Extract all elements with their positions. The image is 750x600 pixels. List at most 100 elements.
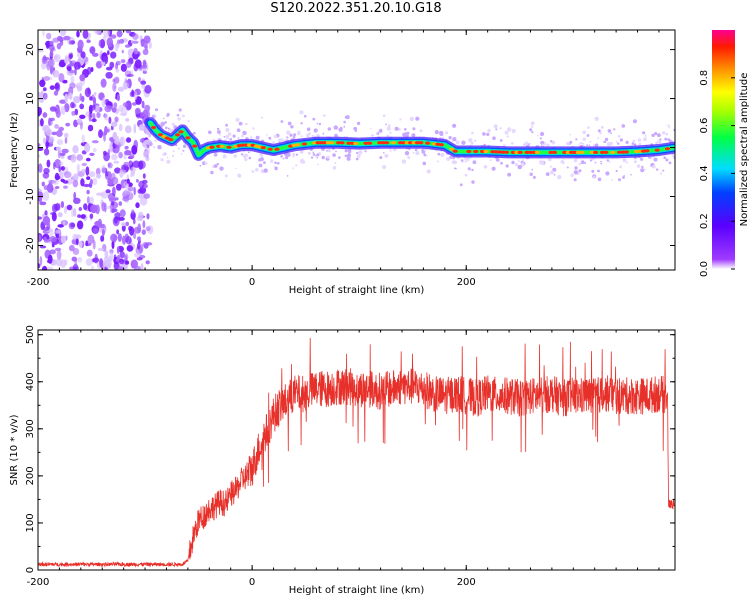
ridge-halo <box>633 143 637 146</box>
ridge-halo <box>606 142 611 147</box>
ridge-halo <box>232 134 236 138</box>
noise-speckle <box>72 145 79 154</box>
ridge-halo <box>528 143 531 145</box>
ridge-halo <box>539 137 542 140</box>
noise-speckle <box>59 99 67 104</box>
ridge-halo <box>665 158 669 162</box>
ridge-peak <box>623 150 630 154</box>
ridge-halo <box>582 130 586 135</box>
noise-speckle <box>105 189 111 194</box>
ridge-halo <box>553 173 556 176</box>
noise-speckle <box>100 235 105 242</box>
ridge-halo <box>404 128 407 131</box>
noise-speckle <box>57 224 64 228</box>
ridge-halo <box>316 153 320 157</box>
noise-speckle <box>69 62 74 67</box>
ridge-halo <box>181 114 185 118</box>
noise-speckle <box>96 192 104 196</box>
noise-speckle <box>63 185 68 189</box>
noise-speckle <box>56 250 62 260</box>
ridge-halo <box>520 162 525 167</box>
ridge-halo <box>593 175 596 178</box>
noise-speckle <box>63 259 68 266</box>
noise-speckle <box>131 89 135 97</box>
noise-speckle <box>52 179 59 185</box>
noise-speckle <box>70 76 75 84</box>
noise-speckle <box>42 191 50 202</box>
noise-speckle <box>76 163 80 173</box>
ridge-halo <box>652 165 656 169</box>
ridge-peak <box>384 141 390 145</box>
ridge-halo <box>566 166 569 169</box>
noise-speckle <box>125 118 130 122</box>
noise-speckle <box>85 243 92 247</box>
ridge-halo <box>332 153 336 157</box>
ridge-peak <box>178 130 184 134</box>
ridge-halo <box>613 128 616 131</box>
noise-speckle <box>104 125 108 136</box>
colorbar-tick-label: 0.2 <box>699 213 710 229</box>
ridge-halo <box>313 128 318 133</box>
ridge-halo <box>299 150 304 154</box>
noise-speckle <box>86 39 91 43</box>
noise-speckle <box>88 112 92 122</box>
ridge-halo <box>217 127 220 131</box>
noise-speckle <box>52 69 60 78</box>
ridge-halo <box>504 130 509 135</box>
ridge-halo <box>343 120 346 124</box>
noise-speckle <box>119 209 126 218</box>
noise-speckle <box>49 236 57 243</box>
ridge-halo <box>507 172 511 177</box>
ridge-halo <box>333 125 338 130</box>
noise-speckle <box>101 164 106 175</box>
ridge-halo <box>507 127 512 132</box>
ridge-halo <box>346 153 351 158</box>
noise-speckle <box>113 102 118 109</box>
noise-speckle <box>126 178 130 184</box>
ridge-peak <box>452 149 458 153</box>
noise-speckle <box>51 203 58 213</box>
noise-speckle <box>146 213 150 220</box>
noise-speckle <box>114 213 117 217</box>
noise-speckle <box>120 59 126 64</box>
ridge-peak <box>449 147 455 151</box>
ridge-halo <box>659 172 663 175</box>
ridge-halo <box>659 138 662 141</box>
ridge-peak <box>366 141 373 145</box>
ridge-peak <box>483 149 489 154</box>
colorbar-tick-label: 0.6 <box>699 118 710 134</box>
ridge-halo <box>394 126 399 131</box>
spectrogram-ytick-label: -20 <box>25 237 36 253</box>
ridge-halo <box>327 148 331 153</box>
noise-speckle <box>38 154 41 158</box>
ridge-halo <box>245 154 249 158</box>
ridge-halo <box>286 130 291 135</box>
ridge-halo <box>223 135 226 138</box>
ridge-halo <box>406 131 410 135</box>
noise-speckle <box>70 40 76 45</box>
ridge-halo <box>318 122 322 126</box>
ridge-halo <box>644 134 647 137</box>
ridge-halo <box>541 162 545 165</box>
noise-speckle <box>74 234 82 239</box>
ridge-halo <box>414 148 418 152</box>
noise-speckle <box>42 112 48 118</box>
ridge-peak <box>294 143 301 147</box>
ridge-halo <box>517 160 520 163</box>
ridge-halo <box>468 138 473 143</box>
noise-speckle <box>99 258 103 268</box>
noise-speckle <box>134 252 141 258</box>
ridge-halo <box>514 163 519 167</box>
colorbar-tick-label: 0.8 <box>699 70 710 86</box>
ridge-halo <box>335 150 337 153</box>
snr-frame <box>37 329 676 571</box>
noise-speckle <box>69 82 76 89</box>
snr-plot <box>38 337 675 568</box>
ridge-halo <box>663 156 666 159</box>
noise-speckle <box>92 52 99 57</box>
ridge-halo <box>584 162 587 165</box>
ridge-halo <box>266 134 268 136</box>
ridge-halo <box>307 151 311 155</box>
ridge-halo <box>353 126 358 131</box>
ridge-halo <box>148 141 153 147</box>
